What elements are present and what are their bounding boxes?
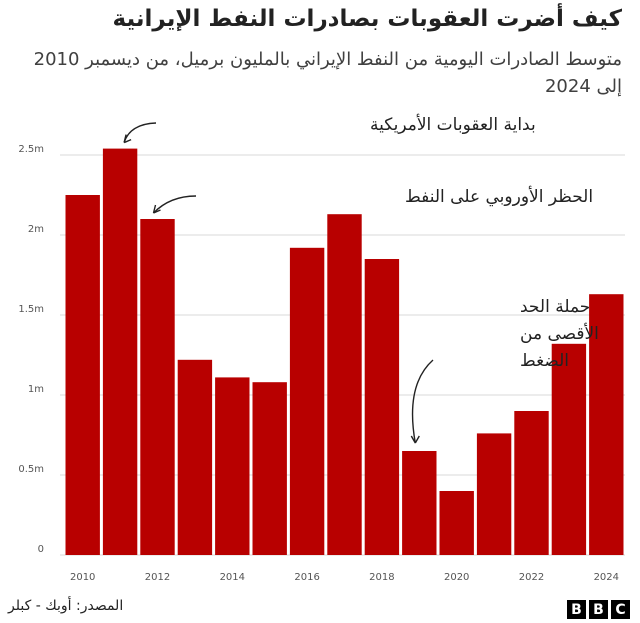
chart-subtitle: متوسط الصادرات اليومية من النفط الإيراني… bbox=[33, 49, 622, 97]
arrowhead bbox=[123, 134, 132, 144]
source-note: المصدر: أوبك - كبلر bbox=[8, 598, 124, 614]
y-tick-label: 1m bbox=[28, 384, 44, 395]
y-tick-label: 0.5m bbox=[18, 464, 44, 475]
arrowhead bbox=[152, 204, 161, 214]
annotations: بداية العقوبات الأمريكية الحظر الأوروبي ع… bbox=[123, 114, 599, 444]
bar-2019 bbox=[402, 451, 437, 555]
x-tick-label: 2024 bbox=[594, 572, 619, 583]
x-tick-label: 2016 bbox=[294, 572, 319, 583]
annotation-arrow bbox=[152, 195, 197, 214]
annotation-us-sanctions: بداية العقوبات الأمريكية bbox=[370, 114, 536, 135]
bar-2022 bbox=[514, 411, 549, 555]
bar-2021 bbox=[476, 433, 512, 555]
y-tick-label: 2m bbox=[28, 224, 44, 235]
x-tick-label: 2022 bbox=[519, 572, 544, 583]
x-tick-label: 2014 bbox=[220, 572, 245, 583]
y-tick-label: 0 bbox=[38, 544, 44, 555]
bar-2010 bbox=[65, 195, 100, 555]
annotation-eu-embargo: الحظر الأوروبي على النفط bbox=[405, 186, 593, 207]
y-tick-label: 2.5m bbox=[18, 144, 44, 155]
x-tick-label: 2020 bbox=[444, 572, 469, 583]
annotation-max-pressure-line: الأقصى من bbox=[520, 323, 599, 344]
annotation-max-pressure-line: حملة الحد bbox=[520, 297, 590, 317]
bar-2014 bbox=[215, 377, 250, 555]
y-axis-ticks: 0 0.5m 1m 1.5m 2m 2.5m bbox=[18, 144, 44, 555]
logo-letter: B bbox=[589, 600, 608, 619]
bar-2013 bbox=[177, 359, 213, 555]
bars bbox=[65, 148, 624, 556]
annotation-arrow bbox=[411, 359, 434, 444]
logo-letter: C bbox=[611, 600, 630, 619]
bbc-logo: B B C bbox=[567, 600, 630, 619]
bar-2018 bbox=[364, 259, 400, 555]
x-tick-label: 2018 bbox=[369, 572, 394, 583]
logo-letter: B bbox=[567, 600, 586, 619]
annotation-max-pressure-line: الضغط bbox=[520, 351, 569, 371]
bar-2015 bbox=[252, 382, 287, 555]
x-tick-label: 2010 bbox=[70, 572, 95, 583]
bar-2017 bbox=[327, 214, 362, 555]
y-tick-label: 1.5m bbox=[18, 304, 44, 315]
chart-title: كيف أضرت العقوبات بصادرات النفط الإيراني… bbox=[112, 6, 622, 32]
bar-2011 bbox=[102, 148, 138, 555]
bar-2024 bbox=[589, 294, 624, 555]
arrowhead bbox=[410, 435, 420, 444]
x-axis-ticks: 2010 2012 2014 2016 2018 2020 2022 2024 bbox=[70, 572, 619, 583]
bar-2012 bbox=[140, 219, 175, 555]
x-tick-label: 2012 bbox=[145, 572, 170, 583]
bar-2020 bbox=[439, 491, 474, 555]
bar-2023 bbox=[551, 343, 587, 555]
bar-2016 bbox=[289, 247, 325, 556]
annotation-arrow bbox=[123, 122, 157, 143]
